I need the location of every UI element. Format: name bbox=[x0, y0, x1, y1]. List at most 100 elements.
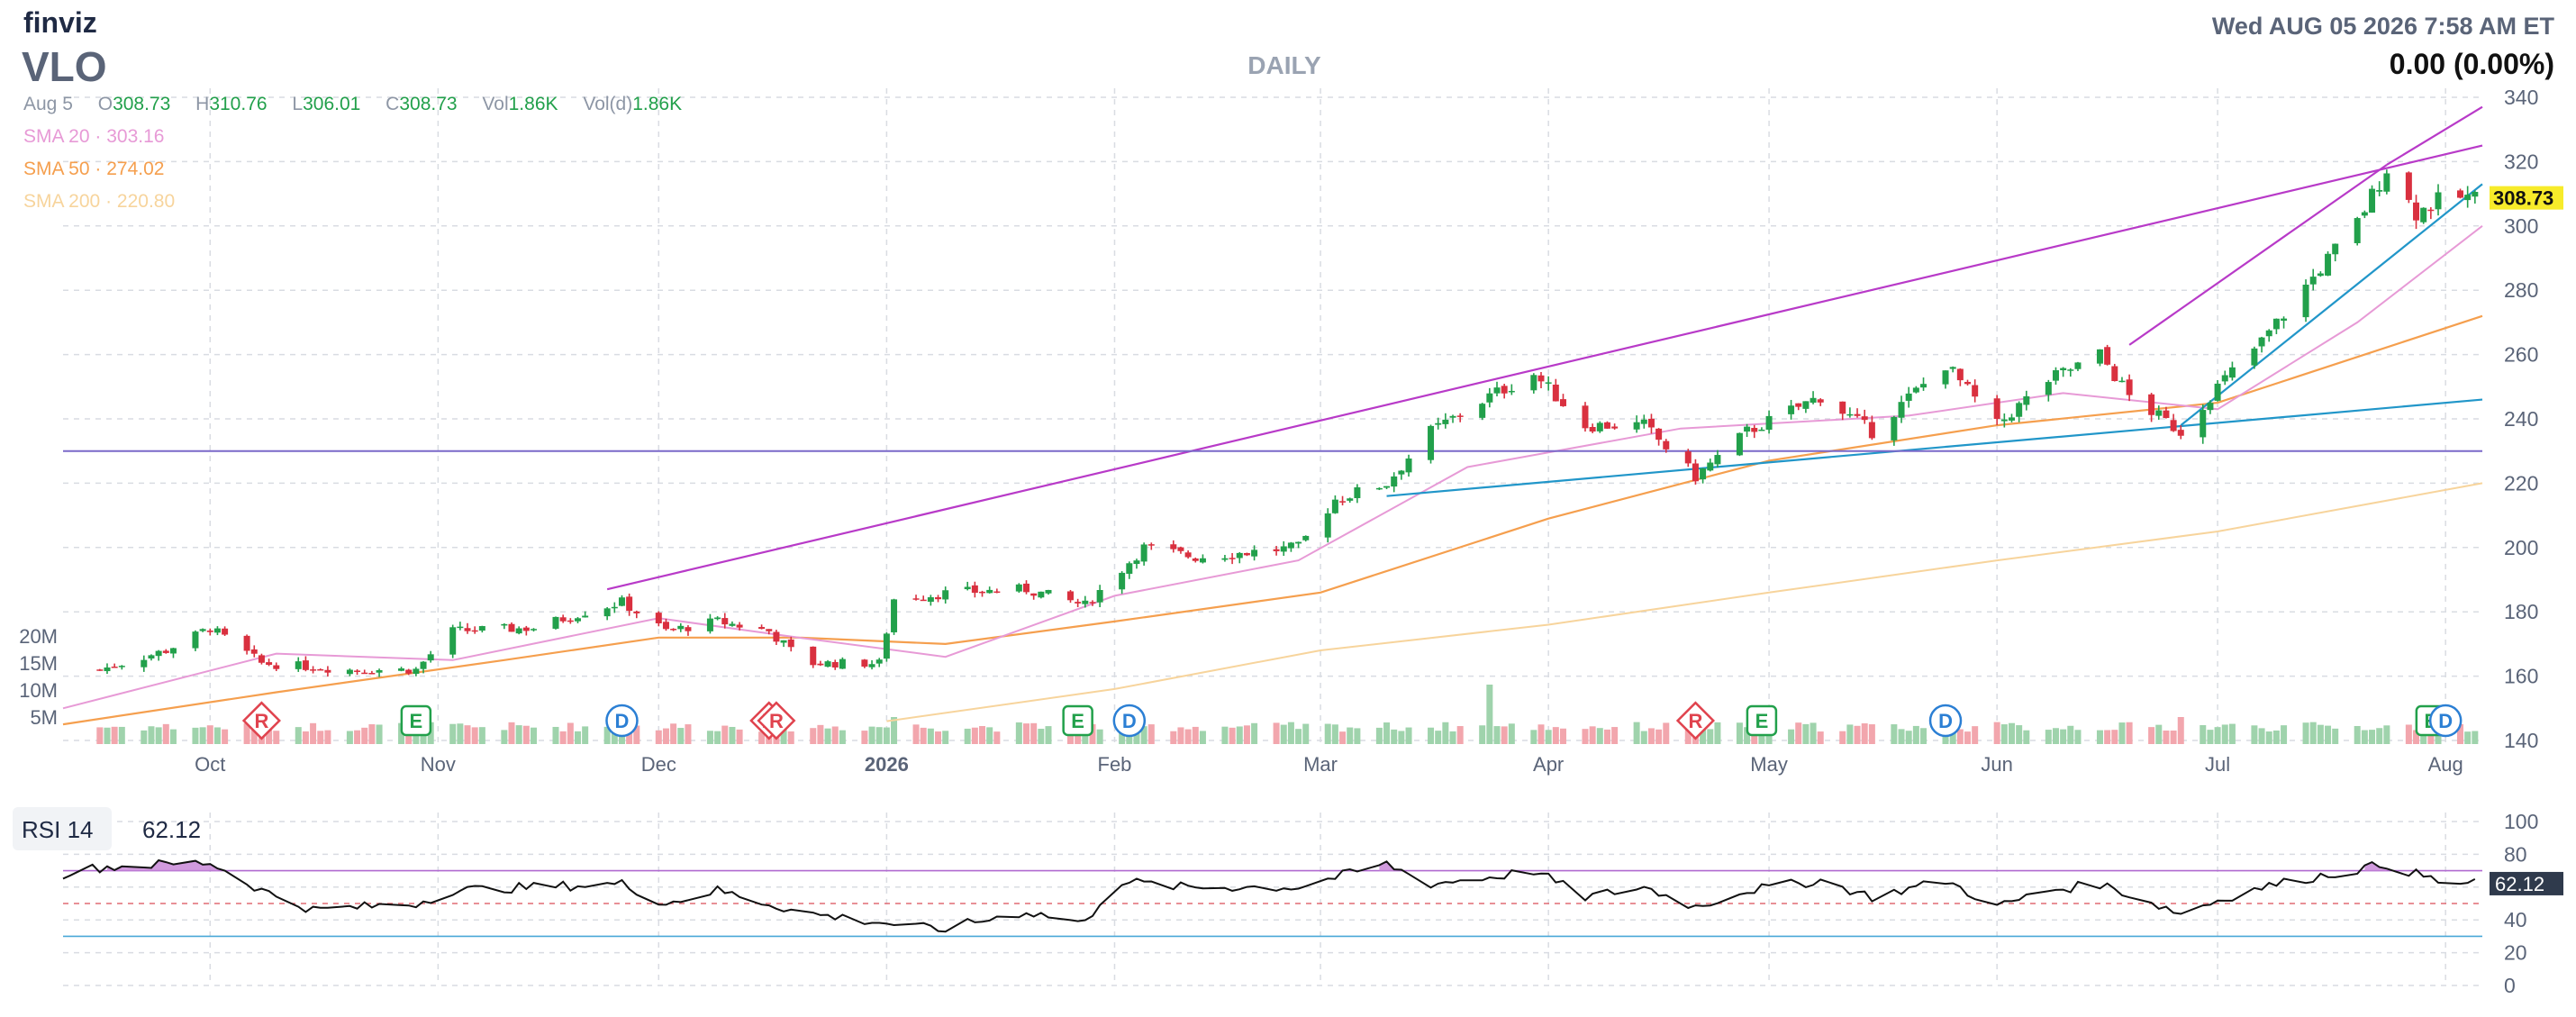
sma20-line[interactable] bbox=[62, 225, 2483, 710]
candle-body[interactable] bbox=[1354, 487, 1361, 499]
candle-body[interactable] bbox=[2325, 253, 2332, 276]
candle-body[interactable] bbox=[2104, 347, 2111, 365]
candle-body[interactable] bbox=[1684, 451, 1692, 464]
candle-body[interactable] bbox=[515, 628, 522, 634]
candle-body[interactable] bbox=[2427, 209, 2435, 212]
candle-body[interactable] bbox=[1964, 381, 1972, 385]
candle-body[interactable] bbox=[1045, 589, 1052, 594]
candlesticks[interactable] bbox=[96, 169, 2479, 677]
candle-body[interactable] bbox=[258, 655, 265, 663]
candle-body[interactable] bbox=[2272, 318, 2280, 330]
candle-body[interactable] bbox=[1707, 462, 1714, 471]
candle-body[interactable] bbox=[155, 650, 162, 657]
event-d-marker[interactable] bbox=[605, 704, 639, 738]
candle-body[interactable] bbox=[324, 669, 331, 673]
candle-body[interactable] bbox=[993, 591, 1001, 594]
candle-body[interactable] bbox=[1089, 602, 1096, 604]
candle-body[interactable] bbox=[346, 669, 353, 675]
candle-body[interactable] bbox=[1802, 401, 1810, 409]
candle-body[interactable] bbox=[1486, 393, 1493, 403]
candle-body[interactable] bbox=[405, 669, 413, 674]
candle-body[interactable] bbox=[478, 626, 485, 631]
candle-body[interactable] bbox=[618, 597, 625, 606]
event-e-marker[interactable] bbox=[400, 704, 432, 737]
candle-body[interactable] bbox=[1700, 468, 1707, 480]
candle-body[interactable] bbox=[1647, 418, 1655, 428]
candle-body[interactable] bbox=[2413, 202, 2420, 221]
candle-body[interactable] bbox=[2309, 277, 2317, 285]
candle-body[interactable] bbox=[2472, 192, 2479, 197]
candle-body[interactable] bbox=[2317, 273, 2324, 277]
candle-body[interactable] bbox=[192, 631, 199, 649]
candle-body[interactable] bbox=[891, 599, 898, 632]
candle-body[interactable] bbox=[398, 668, 405, 671]
candle-body[interactable] bbox=[942, 590, 949, 600]
event-d-marker[interactable] bbox=[1928, 704, 1963, 738]
candle-body[interactable] bbox=[2060, 368, 2067, 371]
candle-body[interactable] bbox=[2420, 207, 2427, 222]
candle-body[interactable] bbox=[1075, 602, 1082, 604]
candle-body[interactable] bbox=[310, 669, 317, 671]
candle-body[interactable] bbox=[1633, 422, 1640, 430]
trendline-support[interactable] bbox=[1386, 398, 2483, 497]
candle-body[interactable] bbox=[501, 623, 508, 626]
candle-body[interactable] bbox=[1405, 459, 1412, 473]
candle-body[interactable] bbox=[2008, 417, 2015, 421]
candle-body[interactable] bbox=[199, 629, 206, 631]
rsi-panel[interactable]: 02040608010062.12 bbox=[62, 810, 2563, 997]
rsi-line[interactable] bbox=[62, 858, 2476, 933]
candle-body[interactable] bbox=[427, 654, 434, 661]
candle-body[interactable] bbox=[2170, 420, 2177, 431]
candle-body[interactable] bbox=[118, 666, 125, 667]
candle-body[interactable] bbox=[1751, 428, 1758, 432]
candle-body[interactable] bbox=[2214, 383, 2221, 401]
candle-body[interactable] bbox=[1170, 544, 1177, 549]
candle-body[interactable] bbox=[1891, 416, 1898, 440]
candle-body[interactable] bbox=[2177, 430, 2184, 436]
candle-body[interactable] bbox=[420, 661, 427, 669]
candle-body[interactable] bbox=[1229, 558, 1236, 559]
candle-body[interactable] bbox=[1788, 405, 1795, 414]
candle-body[interactable] bbox=[368, 673, 376, 675]
candle-body[interactable] bbox=[522, 627, 530, 631]
candle-body[interactable] bbox=[670, 629, 677, 631]
candle-body[interactable] bbox=[1846, 413, 1854, 416]
candle-body[interactable] bbox=[471, 630, 478, 632]
candle-body[interactable] bbox=[1449, 415, 1456, 418]
candle-body[interactable] bbox=[1398, 470, 1405, 475]
candle-body[interactable] bbox=[1199, 558, 1206, 563]
candle-body[interactable] bbox=[2023, 395, 2030, 405]
candle-body[interactable] bbox=[1273, 549, 1280, 551]
candle-body[interactable] bbox=[1493, 387, 1501, 394]
event-d-marker[interactable] bbox=[1112, 704, 1147, 738]
candle-body[interactable] bbox=[2000, 419, 2008, 422]
candle-body[interactable] bbox=[148, 655, 155, 659]
candle-body[interactable] bbox=[2111, 366, 2118, 382]
candle-body[interactable] bbox=[2200, 410, 2207, 438]
candle-body[interactable] bbox=[2228, 367, 2236, 378]
channel-upper-line[interactable] bbox=[606, 144, 2483, 591]
event-e-marker[interactable] bbox=[1062, 704, 1093, 737]
event-d-marker[interactable] bbox=[2428, 704, 2463, 738]
candle-body[interactable] bbox=[1339, 501, 1347, 503]
candle-body[interactable] bbox=[2126, 379, 2133, 395]
candle-body[interactable] bbox=[971, 585, 978, 594]
candle-body[interactable] bbox=[611, 606, 618, 609]
candle-body[interactable] bbox=[780, 640, 787, 643]
candle-body[interactable] bbox=[2052, 370, 2059, 381]
candle-body[interactable] bbox=[633, 611, 640, 613]
candle-body[interactable] bbox=[1501, 386, 1508, 394]
candle-body[interactable] bbox=[141, 659, 148, 667]
candle-body[interactable] bbox=[920, 599, 927, 602]
candle-body[interactable] bbox=[810, 646, 817, 666]
candle-body[interactable] bbox=[1383, 486, 1391, 488]
event-r-marker[interactable] bbox=[757, 701, 796, 740]
candle-body[interactable] bbox=[2376, 190, 2383, 192]
sma20-legend[interactable]: SMA 20 · 303.16 bbox=[23, 126, 164, 147]
candle-body[interactable] bbox=[302, 660, 309, 670]
candle-body[interactable] bbox=[685, 627, 692, 631]
sma50-legend[interactable]: SMA 50 · 274.02 bbox=[23, 159, 164, 179]
finviz-logo[interactable]: finviz bbox=[23, 6, 97, 39]
candle-body[interactable] bbox=[273, 665, 280, 669]
